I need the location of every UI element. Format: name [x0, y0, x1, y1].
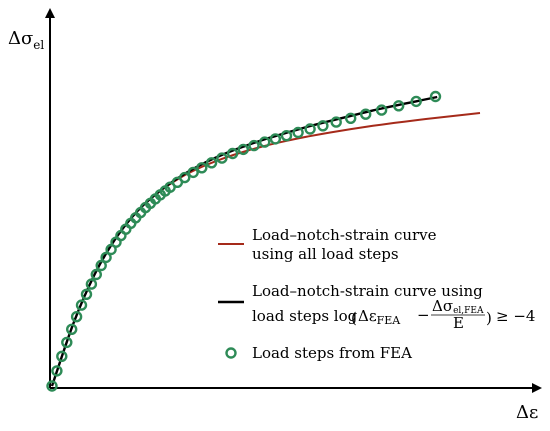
fea-point — [375, 104, 388, 116]
fea-point — [85, 278, 98, 290]
fea-point — [410, 95, 422, 108]
fea-point — [65, 323, 78, 335]
fea-point — [360, 108, 372, 120]
fea-point — [280, 129, 293, 142]
series-layer — [46, 90, 481, 392]
fea-point — [56, 350, 68, 362]
fea-point — [248, 139, 260, 152]
fea-point — [178, 171, 191, 184]
legend-label-filtered-load-steps-line1: Load–notch-strain curve using — [252, 282, 483, 300]
legend-formula-eps: ΔεFEA — [358, 307, 401, 327]
fea-point — [100, 251, 112, 264]
legend-formula-paren-close: ) — [486, 309, 492, 327]
legend-label-filtered-load-steps-line2: load steps log — [252, 307, 358, 325]
fea-point — [304, 123, 316, 135]
fea-point — [75, 299, 88, 311]
fea-point — [51, 365, 63, 377]
legend-swatch-fea-points — [225, 347, 237, 359]
legend-formula-numerator: Δσel,FEA — [432, 297, 484, 316]
fea-point — [237, 143, 250, 156]
legend-label-all-load-steps-line2: using all load steps — [252, 245, 399, 263]
fea-point — [90, 268, 103, 281]
fea-point — [393, 100, 405, 112]
x-axis-label: Δε — [516, 402, 538, 423]
legend-label-fea-points: Load steps from FEA — [252, 344, 412, 362]
fea-point — [269, 133, 282, 145]
fea-point — [226, 147, 239, 160]
fea-point — [95, 259, 107, 272]
fea-point — [205, 157, 218, 169]
fea-point — [292, 126, 304, 139]
fea-point — [187, 166, 199, 179]
fea-point — [46, 380, 58, 392]
y-axis-label: Δσel — [8, 28, 44, 52]
legend-formula-paren-open: ( — [351, 309, 357, 327]
legend-formula-denominator: E — [453, 314, 464, 332]
legend-formula-minus: − — [417, 306, 430, 324]
fea-point — [429, 90, 442, 103]
fea-point — [196, 162, 208, 174]
legend: Load–notch-strain curve using all load s… — [218, 226, 535, 362]
fea-point — [61, 336, 73, 349]
fea-point — [216, 152, 228, 164]
fea-point — [80, 288, 93, 300]
legend-formula-condition: ≥ −4 — [496, 307, 535, 325]
fea-point — [317, 120, 329, 132]
fea-point — [70, 311, 83, 323]
fea-point — [345, 112, 357, 125]
legend-label-all-load-steps-line1: Load–notch-strain curve — [252, 226, 437, 244]
fea-point — [259, 136, 271, 148]
fea-point — [330, 116, 342, 128]
